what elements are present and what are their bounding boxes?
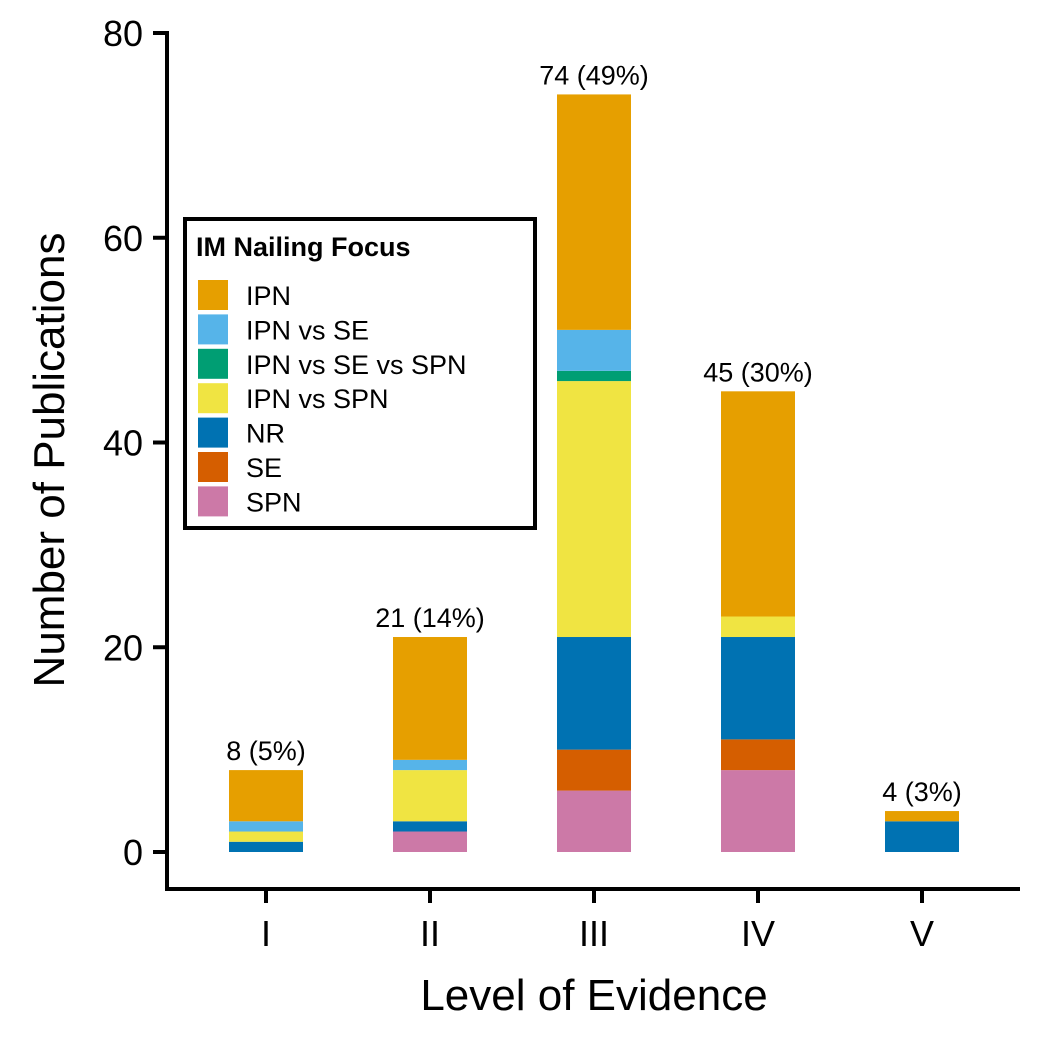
bar-total-label: 74 (49%) xyxy=(539,60,649,90)
legend-label: SPN xyxy=(246,487,302,517)
legend-label: IPN vs SE xyxy=(246,315,369,345)
bar-total-label: 45 (30%) xyxy=(703,357,813,387)
bar-segment-III-spn xyxy=(557,790,631,852)
y-tick-label: 0 xyxy=(123,832,143,873)
bar-segment-IV-nr xyxy=(721,637,795,740)
bar-segment-III-se xyxy=(557,749,631,791)
y-tick-label: 80 xyxy=(103,13,143,54)
bar-segment-III-ipn-vs-se xyxy=(557,329,631,371)
bar-segment-III-nr xyxy=(557,637,631,750)
bar-segment-I-ipn-vs-spn xyxy=(229,831,303,842)
legend-label: NR xyxy=(246,419,285,449)
x-tick-label: IV xyxy=(741,913,775,954)
legend-swatch xyxy=(198,348,228,379)
y-axis: 0 20 40 60 80 xyxy=(103,13,169,891)
bar-total-label: 21 (14%) xyxy=(375,603,485,633)
x-axis-title: Level of Evidence xyxy=(420,971,767,1020)
y-tick-label: 40 xyxy=(103,423,143,464)
bar-segment-I-ipn-vs-se xyxy=(229,821,303,832)
bar-segment-I-ipn xyxy=(229,770,303,822)
bar-segment-IV-ipn xyxy=(721,391,795,617)
legend-label: SE xyxy=(246,453,282,483)
bars-group xyxy=(229,94,959,852)
bar-segment-II-ipn-vs-spn xyxy=(393,770,467,822)
x-tick-label: II xyxy=(420,913,440,954)
bar-labels-group: 8 (5%) 21 (14%) 74 (49%) 45 (30%) 4 (3%) xyxy=(226,60,962,807)
bar-segment-V-ipn xyxy=(885,811,959,822)
legend-frame xyxy=(183,217,537,530)
bar-segment-II-nr xyxy=(393,821,467,832)
bar-segment-IV-ipn-vs-spn xyxy=(721,616,795,638)
x-axis: I II III IV V xyxy=(165,887,1020,954)
bar-segment-II-ipn xyxy=(393,637,467,760)
x-tick-label: I xyxy=(261,913,271,954)
bar-segment-V-nr xyxy=(885,821,959,852)
legend-swatch xyxy=(198,280,228,310)
y-tick-label: 60 xyxy=(103,218,143,259)
legend-swatch xyxy=(198,452,228,482)
legend-label: IPN vs SE vs SPN xyxy=(246,350,467,380)
legend-swatch xyxy=(198,383,228,414)
bar-segment-I-nr xyxy=(229,841,303,852)
bar-segment-III-ipn xyxy=(557,94,631,330)
bar-total-label: 8 (5%) xyxy=(226,736,306,766)
legend-label: IPN xyxy=(246,281,291,311)
bar-segment-IV-spn xyxy=(721,770,795,852)
y-axis-title: Number of Publications xyxy=(25,233,74,688)
bar-segment-II-spn xyxy=(393,831,467,852)
legend-title: IM Nailing Focus xyxy=(196,232,411,262)
y-tick-label: 20 xyxy=(103,627,143,668)
x-tick-label: III xyxy=(579,913,609,954)
x-tick-label: V xyxy=(910,913,934,954)
bar-segment-II-ipn-vs-se xyxy=(393,759,467,771)
bar-segment-IV-se xyxy=(721,739,795,771)
bar-total-label: 4 (3%) xyxy=(882,777,962,807)
legend-swatch xyxy=(198,314,228,345)
bar-segment-III-ipn-vs-spn xyxy=(557,381,631,638)
legend-swatch xyxy=(198,417,228,448)
legend-swatch xyxy=(198,486,228,517)
legend-label: IPN vs SPN xyxy=(246,384,389,414)
bar-segment-III-ipn-vs-se-vs-spn xyxy=(557,370,631,382)
legend: IM Nailing Focus IPN IPN vs SE IPN vs SE v… xyxy=(183,217,537,530)
